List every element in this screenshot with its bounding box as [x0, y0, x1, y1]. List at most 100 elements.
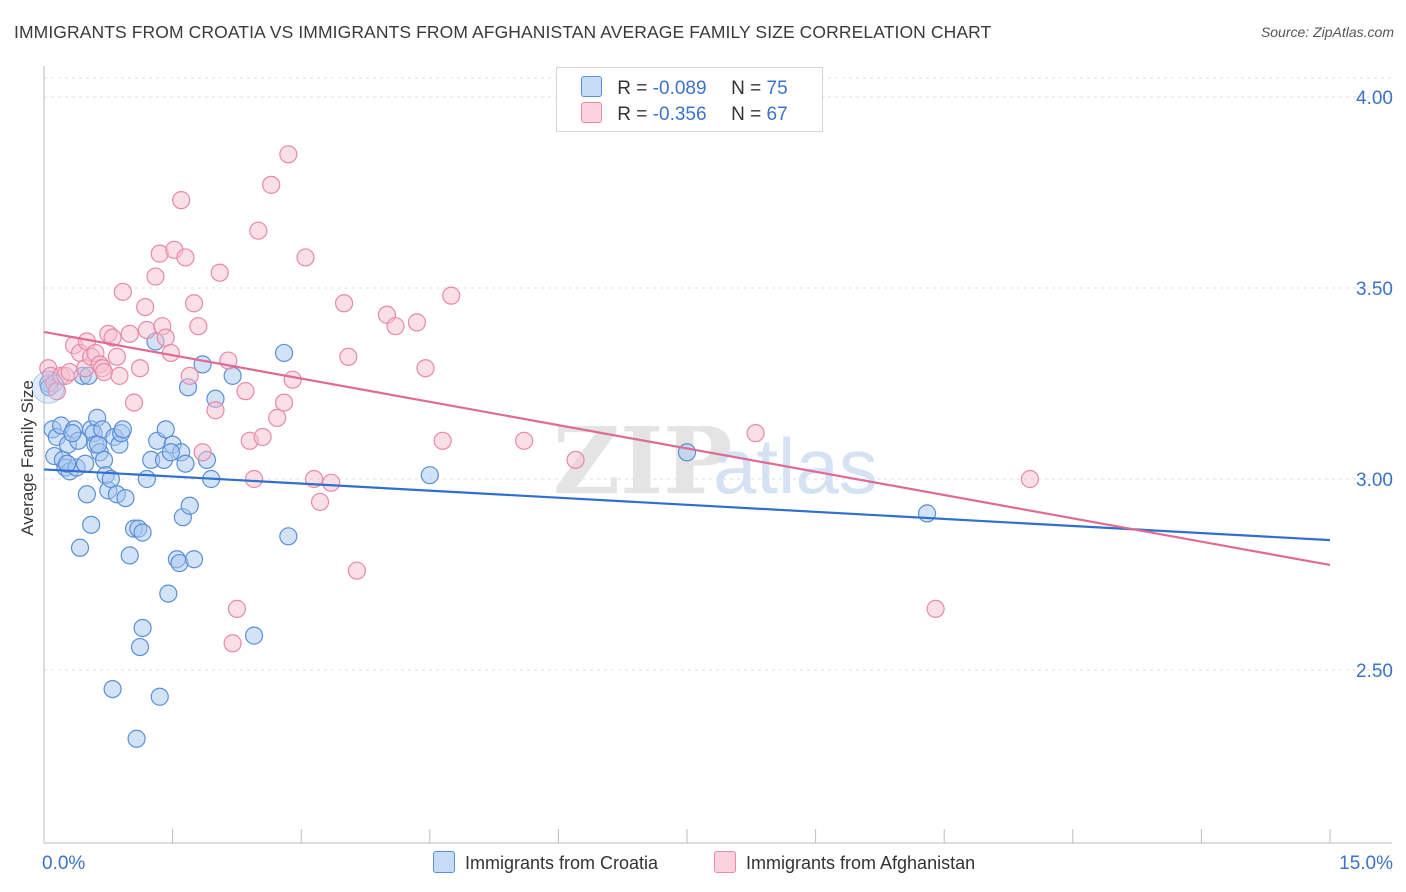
croatia-point-56 — [180, 496, 199, 515]
afghanistan-swatch — [581, 102, 602, 123]
afghanistan-point-15 — [94, 362, 114, 382]
afghanistan-point-69 — [433, 431, 452, 450]
afghanistan-point-45 — [249, 221, 268, 240]
afghanistan-n-label: N = — [731, 104, 762, 125]
afghanistan-point-55 — [322, 473, 341, 492]
croatia-point-15 — [76, 454, 95, 473]
afghanistan-point-25 — [137, 320, 156, 340]
afghanistan-point-32 — [172, 191, 191, 210]
croatia-n-value: 75 — [766, 78, 788, 99]
afghanistan-point-60 — [386, 317, 405, 336]
croatia-point-71 — [58, 454, 77, 473]
afghanistan-point-65 — [566, 450, 585, 469]
croatia-point-35 — [120, 546, 139, 565]
afghanistan-point-6 — [60, 362, 79, 382]
croatia-point-39 — [133, 618, 152, 638]
afghanistan-point-48 — [268, 408, 287, 427]
croatia-point-62 — [223, 366, 242, 385]
croatia-point-73 — [161, 443, 180, 462]
afghanistan-point-21 — [120, 324, 139, 343]
croatia-n-label: N = — [731, 78, 762, 99]
afghanistan-point-47 — [262, 175, 281, 194]
afghanistan-point-36 — [189, 317, 208, 336]
chart-title: IMMIGRANTS FROM CROATIA VS IMMIGRANTS FR… — [14, 22, 992, 42]
watermark: ZIP atlas — [553, 407, 878, 515]
legend-row-croatia: R = -0.089 N = 75 — [581, 76, 788, 100]
afghanistan-point-18 — [107, 347, 126, 366]
afghanistan-point-63 — [442, 286, 461, 305]
croatia-swatch — [581, 76, 602, 97]
croatia-point-65 — [279, 527, 298, 546]
afghanistan-n-value: 67 — [766, 104, 788, 125]
afghanistan-legend-label: Immigrants from Afghanistan — [746, 853, 976, 873]
afghanistan-point-67 — [1020, 469, 1040, 489]
croatia-point-34 — [116, 489, 135, 508]
croatia-point-41 — [137, 469, 156, 489]
afghanistan-point-66 — [746, 424, 765, 443]
croatia-point-40 — [133, 523, 152, 542]
croatia-point-45 — [150, 687, 169, 706]
afghanistan-point-57 — [339, 347, 358, 366]
afghanistan-point-58 — [347, 561, 367, 580]
afghanistan-point-38 — [206, 401, 225, 420]
croatia-point-66 — [420, 466, 439, 485]
afghanistan-point-52 — [296, 248, 315, 267]
afghanistan-point-17 — [103, 328, 122, 347]
croatia-legend-label: Immigrants from Croatia — [465, 853, 659, 873]
tick-labels: 2.50 3.00 3.50 4.00 0.0% 15.0% — [42, 88, 1393, 874]
afghanistan-point-61 — [407, 313, 427, 332]
croatia-point-38 — [130, 637, 150, 657]
bottom-legend-croatia: Immigrants from Croatia — [433, 851, 658, 874]
croatia-cluster-marker — [31, 370, 65, 404]
croatia-point-64 — [274, 343, 294, 363]
afghanistan-point-35 — [184, 294, 204, 313]
afghanistan-point-68 — [926, 599, 945, 618]
y-tick-label-1: 3.00 — [1356, 470, 1393, 491]
afghanistan-point-34 — [180, 366, 199, 385]
afghanistan-point-41 — [227, 599, 246, 618]
afghanistan-legend-swatch — [714, 851, 736, 873]
y-tick-label-0: 2.50 — [1356, 661, 1393, 682]
afghanistan-trend-line — [43, 330, 1331, 567]
afghanistan-point-62 — [416, 359, 435, 378]
afghanistan-r-value: -0.356 — [652, 104, 707, 125]
afghanistan-point-54 — [310, 492, 330, 512]
data-points — [31, 145, 1040, 748]
afghanistan-point-33 — [176, 248, 195, 267]
afghanistan-point-39 — [210, 263, 229, 282]
source-label: Source: ZipAtlas.com — [1260, 24, 1394, 40]
grid-lines — [44, 77, 1392, 671]
afghanistan-point-19 — [110, 366, 129, 385]
afghanistan-point-23 — [130, 359, 150, 378]
stats-legend: R = -0.089 N = 75 R = -0.356 N = 67 — [556, 67, 823, 132]
watermark-atlas: atlas — [713, 422, 878, 510]
y-tick-label-2: 3.50 — [1356, 279, 1393, 300]
afghanistan-point-70 — [223, 634, 242, 653]
croatia-point-54 — [176, 454, 195, 473]
afghanistan-r-label: R = — [617, 104, 648, 125]
croatia-point-19 — [82, 515, 101, 534]
legend-row-afghanistan: R = -0.356 N = 67 — [581, 102, 788, 126]
croatia-legend-swatch — [433, 851, 455, 873]
croatia-point-47 — [156, 420, 175, 439]
afghanistan-point-37 — [193, 443, 212, 462]
croatia-r-label: R = — [617, 78, 648, 99]
axes — [43, 66, 1392, 844]
afghanistan-point-26 — [146, 267, 165, 286]
afghanistan-point-56 — [334, 294, 354, 313]
croatia-point-69 — [127, 729, 146, 748]
croatia-r-value: -0.089 — [652, 78, 707, 99]
afghanistan-point-29 — [156, 328, 175, 347]
croatia-point-24 — [94, 450, 114, 469]
croatia-point-70 — [63, 424, 82, 443]
croatia-point-33 — [113, 420, 132, 439]
croatia-point-16 — [77, 485, 96, 504]
afghanistan-point-20 — [113, 282, 132, 301]
afghanistan-point-51 — [283, 370, 302, 389]
bottom-legend-afghanistan: Immigrants from Afghanistan — [714, 851, 975, 874]
afghanistan-point-22 — [124, 393, 144, 412]
croatia-point-63 — [244, 626, 264, 645]
afghanistan-point-42 — [236, 382, 255, 401]
croatia-trend-line — [43, 468, 1331, 542]
